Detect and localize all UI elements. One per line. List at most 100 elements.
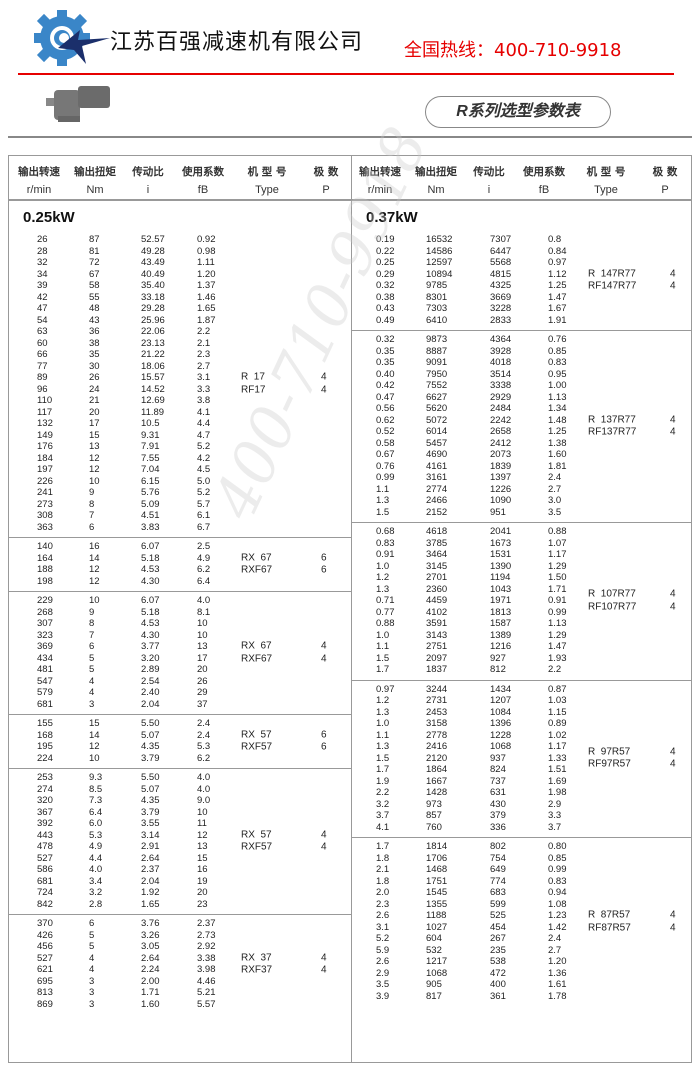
service-factor: 1.00 <box>548 380 567 391</box>
ratio: 6.07 <box>141 541 160 552</box>
output-torque: 3161 <box>426 472 448 483</box>
output-torque: 817 <box>426 990 442 1002</box>
table-row: 3.1 1027 454 1.42 <box>352 922 691 934</box>
service-factor: 1.69 <box>548 775 567 787</box>
output-torque: 21 <box>89 395 100 406</box>
output-speed: 28 <box>37 245 48 257</box>
model-type: RX 67 <box>241 552 272 563</box>
table-row: 0.62 5072 2242 1.48 <box>352 415 691 427</box>
output-torque: 5 <box>89 929 95 941</box>
table-row: 2.3 1355 599 1.08 <box>352 899 691 911</box>
output-speed: 1.2 <box>376 572 390 583</box>
output-speed: 0.32 <box>376 280 395 291</box>
service-factor: 2.3 <box>197 349 211 360</box>
ratio: 14.52 <box>141 383 165 395</box>
table-row: 1.8 1706 754 0.85 <box>352 853 691 865</box>
table-row: 0.19 16532 7307 0.8 <box>352 234 691 246</box>
service-factor: 4.0 <box>197 783 211 795</box>
ratio: 6447 <box>490 245 512 257</box>
ratio: 3338 <box>490 380 512 391</box>
table-right-half: 输出转速 r/min 输出扭矩 Nm 传动比 i 使用系数 fB 机 型 号 Type 极 数 P 0.… <box>352 156 691 1062</box>
pole-count: 6 <box>321 741 327 753</box>
output-torque: 15 <box>89 718 100 729</box>
ratio: 472 <box>490 967 506 979</box>
service-factor: 1.11 <box>197 257 215 268</box>
table-row: 117 20 11.89 4.1 <box>9 407 351 419</box>
output-speed: 273 <box>37 498 53 510</box>
ratio: 2658 <box>490 426 512 437</box>
table-row: 1.3 2466 1090 3.0 <box>352 495 691 507</box>
service-factor: 0.85 <box>548 852 567 864</box>
table-row: 0.67 4690 2073 1.60 <box>352 449 691 461</box>
table-row: 1.1 2751 1216 1.47 <box>352 641 691 653</box>
output-torque: 12 <box>89 464 100 475</box>
output-torque: 4.9 <box>89 841 103 852</box>
output-speed: 66 <box>37 349 48 360</box>
table-row: 0.42 7552 3338 1.00 <box>352 380 691 392</box>
ratio: 21.22 <box>141 349 165 360</box>
output-speed: 681 <box>37 875 53 887</box>
output-speed: 1.3 <box>376 706 390 718</box>
service-factor: 0.97 <box>548 257 567 268</box>
ratio: 2.04 <box>141 698 160 710</box>
output-speed: 434 <box>37 652 53 664</box>
output-torque: 4102 <box>426 606 448 618</box>
ratio: 6.07 <box>141 595 160 606</box>
output-speed: 3.9 <box>376 990 390 1002</box>
model-type: R 107R77 <box>588 588 636 600</box>
table-row: 0.99 3161 1397 2.4 <box>352 472 691 484</box>
output-torque: 4459 <box>426 595 448 606</box>
table-row: 0.68 4618 2041 0.88 <box>352 526 691 538</box>
output-speed: 0.29 <box>376 268 395 280</box>
ratio: 3.05 <box>141 941 160 952</box>
ratio: 1194 <box>490 572 511 583</box>
model-types: R 97R57 4 RF97R57 4 <box>352 746 691 771</box>
output-speed: 813 <box>37 987 53 998</box>
service-factor: 29 <box>197 687 208 698</box>
column-header-cn: 极 数 <box>652 166 678 178</box>
table-row: 1.0 3158 1396 0.89 <box>352 718 691 730</box>
output-torque: 6 <box>89 918 95 929</box>
column-header-cn: 输出扭矩 <box>74 166 116 178</box>
output-speed: 443 <box>37 829 53 841</box>
table-row: 434 5 3.20 17 <box>9 653 351 665</box>
service-factor: 17 <box>197 652 208 664</box>
service-factor: 1.13 <box>548 391 567 403</box>
output-torque: 1706 <box>426 852 448 864</box>
output-torque: 10 <box>89 752 100 764</box>
output-torque: 7.3 <box>89 795 103 806</box>
table-row: 0.52 6014 2658 1.25 <box>352 426 691 438</box>
service-factor: 0.91 <box>548 595 567 606</box>
ratio: 2833 <box>490 314 512 326</box>
output-speed: 0.88 <box>376 618 395 629</box>
output-torque: 6410 <box>426 314 448 326</box>
table-row: 0.32 9873 4364 0.76 <box>352 334 691 346</box>
table-row: 47 48 29.28 1.65 <box>9 303 351 315</box>
table-row: 1.3 2360 1043 1.71 <box>352 584 691 596</box>
ratio: 15.57 <box>141 372 165 383</box>
service-factor: 1.42 <box>548 921 567 933</box>
ratio: 1587 <box>490 618 512 629</box>
output-speed: 0.49 <box>376 314 395 326</box>
table-row: 0.25 12597 5568 0.97 <box>352 257 691 269</box>
service-factor: 1.25 <box>548 426 567 437</box>
table-row: 39 58 35.40 1.37 <box>9 280 351 292</box>
output-speed: 63 <box>37 326 48 337</box>
output-torque: 7552 <box>426 380 448 391</box>
table-row: 0.77 4102 1813 0.99 <box>352 607 691 619</box>
ratio: 454 <box>490 921 506 933</box>
output-speed: 241 <box>37 487 53 498</box>
output-speed: 5.9 <box>376 944 390 956</box>
service-factor: 0.83 <box>548 875 567 887</box>
service-factor: 3.8 <box>197 395 211 406</box>
service-factor: 1.07 <box>548 537 567 549</box>
service-factor: 16 <box>197 864 208 875</box>
service-factor: 1.38 <box>548 437 567 449</box>
output-torque: 532 <box>426 944 442 956</box>
ratio: 40.49 <box>141 268 165 280</box>
table-row: 681 3 2.04 37 <box>9 699 351 711</box>
column-header-unit: Type <box>255 184 279 196</box>
ratio: 538 <box>490 956 506 967</box>
output-speed: 1.7 <box>376 664 390 675</box>
output-torque: 72 <box>89 257 100 268</box>
